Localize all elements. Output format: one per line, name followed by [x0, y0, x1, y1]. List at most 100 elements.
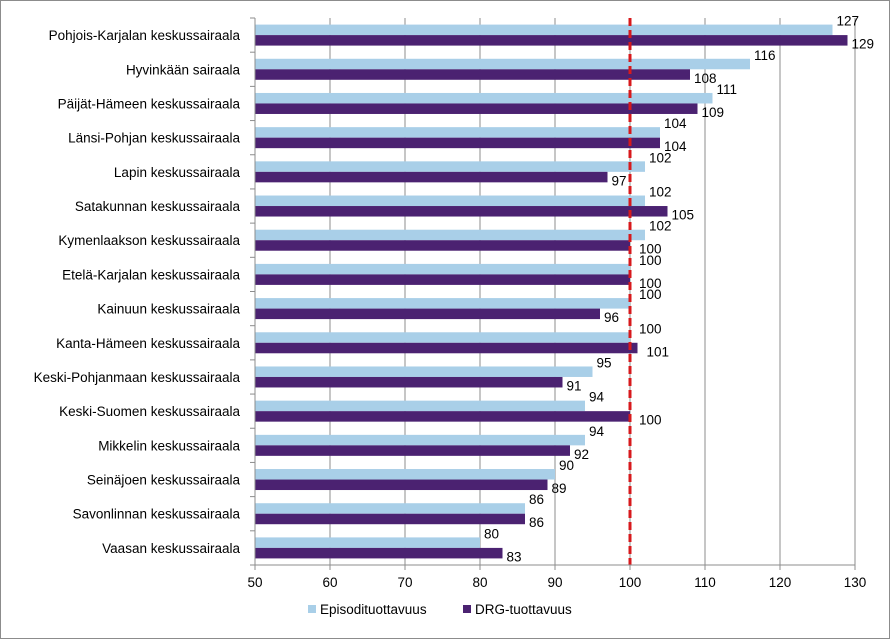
category-label: Mikkelin keskussairaala	[98, 438, 240, 453]
bar-drg-tuottavuus	[255, 240, 630, 251]
legend-swatch	[308, 605, 316, 613]
bar-episodituottavuus	[255, 503, 525, 514]
bar-episodituottavuus	[255, 366, 593, 377]
category-label: Lapin keskussairaala	[114, 165, 241, 180]
bar-episodituottavuus	[255, 195, 645, 207]
data-label: 100	[639, 321, 662, 336]
data-label: 102	[649, 219, 672, 234]
data-label: 100	[639, 287, 662, 302]
x-tick-label: 50	[247, 575, 262, 590]
data-label: 104	[664, 139, 687, 154]
tick-labels: 50 60 70 80 90 100 110 120 130	[247, 575, 866, 590]
data-label: 101	[647, 344, 670, 359]
data-label: 102	[649, 150, 672, 165]
bar-episodituottavuus	[255, 127, 660, 138]
x-tick-label: 90	[547, 575, 562, 590]
bar-drg-tuottavuus	[255, 376, 563, 388]
bar-drg-tuottavuus	[255, 35, 848, 46]
data-label: 86	[529, 515, 544, 530]
bar-drg-tuottavuus	[255, 274, 630, 285]
bar-episodituottavuus	[255, 298, 630, 309]
category-label: Länsi-Pohjan keskussairaala	[68, 131, 240, 146]
x-tick-label: 120	[769, 575, 792, 590]
category-label: Keski-Suomen keskussairaala	[59, 404, 240, 419]
bar-drg-tuottavuus	[255, 547, 503, 559]
bar-episodituottavuus	[255, 161, 645, 172]
data-label: 94	[589, 424, 605, 439]
category-label: Seinäjoen keskussairaala	[87, 473, 241, 488]
data-label: 127	[837, 14, 860, 29]
bar-episodituottavuus	[255, 58, 750, 70]
x-tick-label: 130	[844, 575, 867, 590]
bar-drg-tuottavuus	[255, 479, 548, 491]
legend-label: Episodituottavuus	[320, 602, 427, 617]
data-label: 100	[639, 253, 662, 268]
data-label: 97	[612, 173, 627, 188]
bar-drg-tuottavuus	[255, 513, 525, 525]
legend-label: DRG-tuottavuus	[475, 602, 572, 617]
category-label: Satakunnan keskussairaala	[75, 199, 241, 214]
data-label: 95	[597, 355, 612, 370]
bar-episodituottavuus	[255, 434, 585, 446]
category-label: Vaasan keskussairaala	[102, 541, 240, 556]
bar-episodituottavuus	[255, 92, 713, 104]
category-labels: Pohjois-Karjalan keskussairaala Hyvinkään…	[34, 28, 241, 556]
data-label: 105	[672, 208, 695, 223]
data-label: 92	[574, 447, 589, 462]
data-label: 108	[694, 71, 717, 86]
category-label: Etelä-Karjalan keskussairaala	[62, 267, 240, 282]
data-label: 100	[639, 413, 662, 428]
bar-episodituottavuus	[255, 229, 645, 241]
bar-drg-tuottavuus	[255, 308, 600, 320]
bar-episodituottavuus	[255, 400, 585, 412]
category-label: Kymenlaakson keskussairaala	[58, 233, 240, 248]
bar-drg-tuottavuus	[255, 342, 638, 354]
data-label: 111	[717, 82, 738, 97]
data-label: 90	[559, 458, 574, 473]
data-label: 83	[507, 549, 522, 564]
bar-drg-tuottavuus	[255, 445, 570, 456]
legend-swatch	[463, 605, 471, 613]
data-label: 109	[702, 105, 725, 120]
bar-episodituottavuus	[255, 332, 630, 343]
data-labels: 1271291161081111091041041029710210510210…	[484, 14, 874, 565]
x-tick-label: 70	[397, 575, 412, 590]
x-tick-label: 110	[694, 575, 716, 590]
data-label: 129	[852, 37, 875, 52]
x-tick-label: 80	[472, 575, 487, 590]
data-label: 94	[589, 390, 605, 405]
x-tick-label: 100	[619, 575, 642, 590]
data-label: 102	[649, 185, 672, 200]
data-label: 96	[604, 310, 619, 325]
category-label: Kanta-Hämeen keskussairaala	[56, 336, 240, 351]
category-label: Keski-Pohjanmaan keskussairaala	[34, 370, 241, 385]
bar-episodituottavuus	[255, 263, 630, 275]
data-label: 104	[664, 116, 687, 131]
legend: Episodituottavuus DRG-tuottavuus	[308, 602, 572, 617]
bar-drg-tuottavuus	[255, 206, 668, 217]
category-label: Kainuun keskussairaala	[97, 302, 240, 317]
bar-drg-tuottavuus	[255, 69, 690, 80]
bar-drg-tuottavuus	[255, 171, 608, 183]
bar-drg-tuottavuus	[255, 137, 660, 149]
axes	[250, 17, 856, 570]
data-label: 86	[529, 492, 544, 507]
data-label: 89	[552, 481, 567, 496]
category-label: Pohjois-Karjalan keskussairaala	[49, 28, 241, 43]
data-label: 100	[639, 242, 662, 257]
data-label: 116	[754, 48, 776, 63]
category-label: Hyvinkään sairaala	[126, 62, 241, 77]
bars	[255, 24, 848, 559]
category-label: Savonlinnan keskussairaala	[73, 507, 241, 522]
bar-drg-tuottavuus	[255, 411, 630, 422]
x-tick-label: 60	[322, 575, 337, 590]
bar-drg-tuottavuus	[255, 103, 698, 114]
bar-episodituottavuus	[255, 24, 833, 36]
data-label: 91	[567, 378, 582, 393]
bar-episodituottavuus	[255, 537, 480, 548]
data-label: 100	[639, 276, 662, 291]
category-label: Päijät-Hämeen keskussairaala	[58, 96, 241, 111]
bar-episodituottavuus	[255, 469, 555, 480]
data-label: 80	[484, 526, 499, 541]
